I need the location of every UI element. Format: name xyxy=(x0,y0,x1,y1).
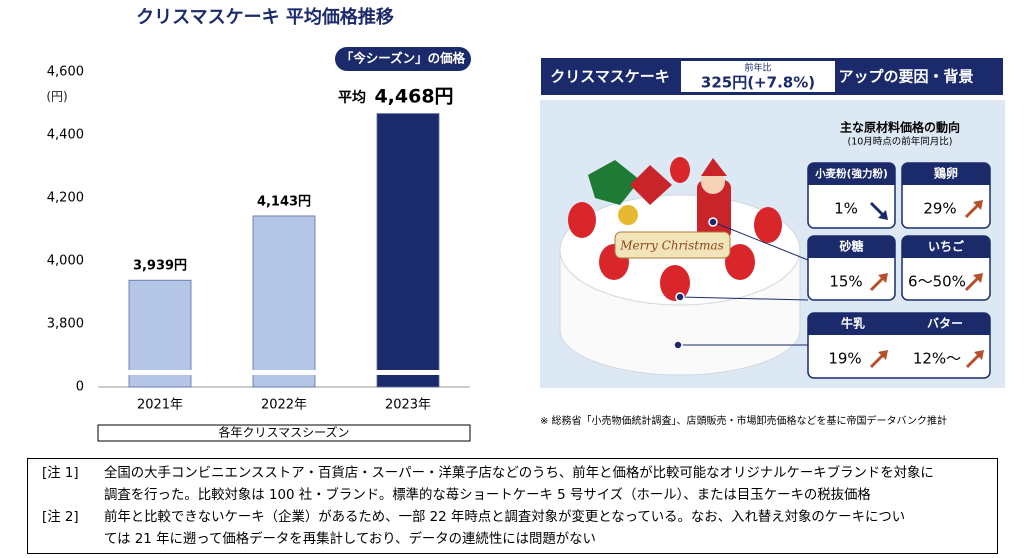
trend-arrow-head xyxy=(974,350,984,360)
note-text: 調査を行った。比較対象は 100 社・ブランド。標準的な苺ショートケーキ 5 号… xyxy=(104,488,871,503)
note-line: 調査を行った。比較対象は 100 社・ブランド。標準的な苺ショートケーキ 5 号… xyxy=(42,485,997,507)
y-tick-label: 4,000 xyxy=(47,254,84,269)
notes: [注 1] 全国の大手コンビニエンスストア・百貨店・スーパー・洋菓子店などのうち、… xyxy=(27,458,998,554)
x-label: 各年クリスマスシーズン xyxy=(218,425,349,440)
highlight-prefix: 平均 xyxy=(338,89,366,106)
change: 325円(+7.8%) xyxy=(701,74,815,92)
value-label: 3,939円 xyxy=(133,259,187,274)
trend-arrow-head xyxy=(878,273,888,283)
bar xyxy=(252,215,316,388)
panel-right: アップの要因・背景 xyxy=(838,68,973,86)
material-head xyxy=(808,313,990,335)
material-change: 6～50% xyxy=(908,273,966,291)
note-line: [注 2] 前年と比較できないケーキ（企業）があるため、一部 22 年時点と調査対… xyxy=(42,507,997,529)
note-line: [注 1] 全国の大手コンビニエンスストア・百貨店・スーパー・洋菓子店などのうち、… xyxy=(42,463,997,485)
note-label: [注 2] xyxy=(42,510,79,525)
source: ※ 総務省「小売物価統計調査」、店頭販売・市場卸売価格などを基に帝国データバンク… xyxy=(540,414,947,427)
material-head xyxy=(808,236,895,258)
trend-arrow-head xyxy=(878,350,888,360)
bar xyxy=(376,113,440,388)
chart-title: クリスマスケーキ 平均価格推移 xyxy=(136,6,394,28)
chart: クリスマスケーキ 平均価格推移 (円) 「今シーズン」の価格 平均 各年クリスマ… xyxy=(46,6,1005,442)
material-name: バター xyxy=(927,317,963,331)
value-label: 4,468円 xyxy=(374,86,453,108)
value-label: 4,143円 xyxy=(257,194,311,209)
materials-subtitle: (10月時点の前年同月比) xyxy=(847,136,952,148)
cake xyxy=(559,157,801,376)
material-name: 鶏卵 xyxy=(934,166,958,181)
badge-bg xyxy=(335,47,471,71)
connectors xyxy=(678,221,809,346)
material-change: 12%～ xyxy=(913,350,961,368)
badge: 「今シーズン」の価格 xyxy=(341,51,466,66)
axis-break xyxy=(118,370,450,375)
note-line: ては 21 年に遡って価格データを再集計しており、データの連続性には問題がない xyxy=(42,529,997,551)
material-name: 小麦粉(強力粉) xyxy=(814,167,888,180)
material-change: 1% xyxy=(834,200,858,218)
panel-left: クリスマスケーキ xyxy=(550,68,670,86)
material-name: 牛乳 xyxy=(841,316,865,331)
x-label-box xyxy=(97,424,471,442)
material-change: 29% xyxy=(923,200,956,218)
y-tick-label: 4,200 xyxy=(47,191,84,206)
trend-arrow-head xyxy=(878,210,888,220)
material-change: 15% xyxy=(829,273,862,291)
y-tick-label: 4,400 xyxy=(47,128,84,143)
change-box xyxy=(681,61,835,92)
trend-arrow-head xyxy=(973,200,983,210)
material-change: 19% xyxy=(828,350,861,368)
y-tick-label: 4,600 xyxy=(47,65,84,80)
note-text: 前年と比較できないケーキ（企業）があるため、一部 22 年時点と調査対象が変更と… xyxy=(104,510,906,525)
y-tick-label: 0 xyxy=(76,380,84,395)
change-caption: 前年比 xyxy=(744,62,771,74)
x-tick-label: 2022年 xyxy=(261,398,307,413)
note-label: [注 1] xyxy=(42,466,79,481)
note-text: ては 21 年に遡って価格データを再集計しており、データの連続性には問題がない xyxy=(104,532,596,547)
material-name: いちご xyxy=(928,239,965,254)
material-head xyxy=(902,163,990,185)
material-head xyxy=(902,236,990,258)
plaque: Merry Christmas xyxy=(619,239,724,253)
y-tick-label: 3,800 xyxy=(47,317,84,332)
dots xyxy=(673,217,718,350)
materials-title: 主な原材料価格の動向 xyxy=(840,120,960,135)
trend-arrow-head xyxy=(973,273,983,283)
x-tick-label: 2021年 xyxy=(137,398,183,413)
x-tick-label: 2023年 xyxy=(385,398,431,413)
material-head xyxy=(808,163,895,185)
material-name: 砂糖 xyxy=(838,239,863,254)
y-unit: (円) xyxy=(46,90,67,104)
bar xyxy=(128,279,192,388)
note-text: 全国の大手コンビニエンスストア・百貨店・スーパー・洋菓子店などのうち、前年と価格… xyxy=(104,466,934,481)
